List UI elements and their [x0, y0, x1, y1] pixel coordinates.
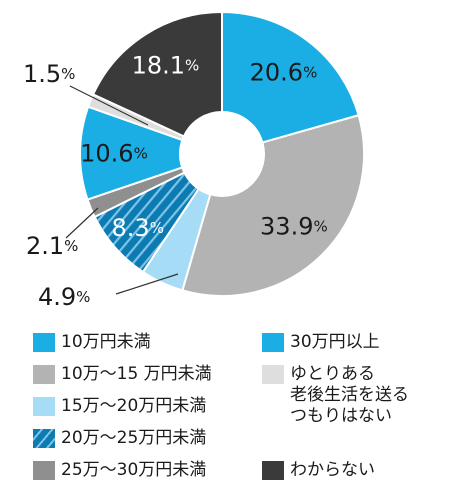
legend-label: 30万円以上 [290, 332, 380, 352]
legend-swatch [33, 461, 55, 480]
legend-swatch [33, 397, 55, 416]
legend-label: 25万～30万円未満 [61, 460, 207, 480]
leader-line [115, 273, 179, 295]
legend-label: 10万～15 万円未満 [61, 364, 212, 384]
legend-label: 15万～20万円未満 [61, 396, 207, 416]
legend-swatch [262, 333, 284, 352]
legend-item: 15万～20万円未満 [33, 396, 206, 417]
data-label: 33.9% [260, 212, 328, 240]
legend-item: ゆとりある 老後生活を送る つもりはない [262, 364, 409, 427]
legend-item: 10万～15 万円未満 [33, 364, 212, 385]
legend-swatch [262, 365, 284, 384]
pie-slice [181, 114, 365, 297]
legend-item: 25万～30万円未満 [33, 460, 206, 481]
data-label: 8.3% [112, 214, 164, 242]
legend-item: 30万円以上 [262, 332, 380, 353]
legend-label: 10万円未満 [61, 332, 151, 352]
legend: 10万円未満 10万～15 万円未満 15万～20万円未満 20万～25万円未満… [0, 318, 450, 493]
legend-item: わからない [262, 460, 375, 481]
legend-swatch [262, 461, 284, 480]
donut-chart: 20.6% 33.9% 4.9% 8.3% 2.1% 10.6% 1.5% 18.1% [23, 10, 365, 311]
pie-slice [221, 10, 360, 144]
legend-item: 10万円未満 [33, 332, 151, 353]
data-label: 4.9% [38, 283, 90, 311]
legend-item: 20万～25万円未満 [33, 428, 206, 449]
leader-line [69, 85, 149, 126]
data-label: 2.1% [26, 232, 78, 260]
legend-swatch [33, 429, 55, 448]
data-label: 10.6% [80, 139, 148, 167]
legend-label: 20万～25万円未満 [61, 428, 207, 448]
legend-label: わからない [290, 460, 375, 480]
legend-label: ゆとりある 老後生活を送る つもりはない [290, 364, 409, 426]
legend-swatch [33, 365, 55, 384]
data-label: 20.6% [250, 59, 318, 87]
leader-line [65, 207, 99, 239]
data-label: 18.1% [132, 52, 200, 80]
legend-swatch [33, 333, 55, 352]
data-label: 1.5% [23, 60, 75, 88]
pie-slice [91, 10, 223, 138]
